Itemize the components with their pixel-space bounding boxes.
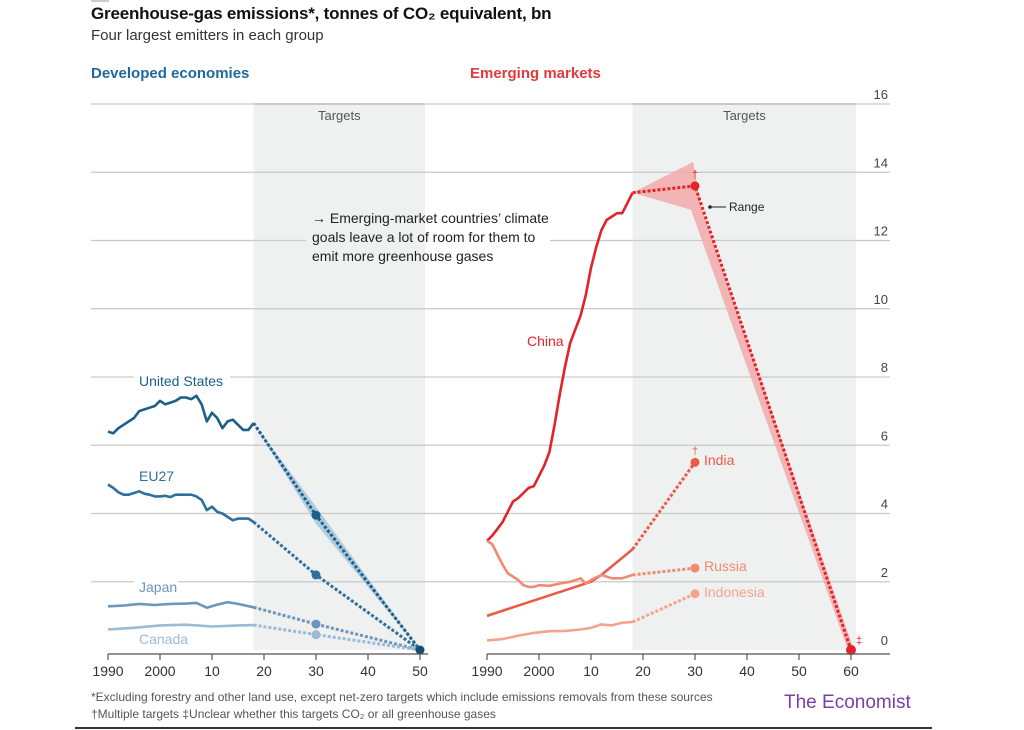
russia-label: Russia	[704, 558, 747, 574]
indonesia-2030-marker	[690, 589, 700, 599]
indonesia-label: Indonesia	[704, 584, 765, 600]
brand-logo: The Economist	[784, 692, 911, 713]
china-2060-footnote-mark: ‡	[856, 635, 862, 647]
eu27-label: EU27	[139, 468, 174, 484]
x-tick-label: 2000	[144, 663, 175, 679]
x-tick-label: 20	[256, 663, 272, 679]
japan-2030-marker	[311, 619, 321, 629]
x-tick-label: 10	[583, 663, 599, 679]
annotation-line-3: emit more greenhouse gases	[312, 248, 493, 264]
canada-2030-marker	[311, 630, 321, 640]
chart-subtitle: Four largest emitters in each group	[91, 27, 324, 44]
japan-label-bg	[134, 578, 178, 595]
china-history-line	[486, 192, 634, 542]
japan-target-line	[253, 605, 421, 652]
india-label: India	[704, 452, 735, 468]
y-tick-label: 2	[881, 565, 888, 580]
x-tick-label: 40	[360, 663, 376, 679]
y-tick-label: 4	[881, 497, 888, 512]
x-tick-label: 1990	[92, 663, 123, 679]
russia-target-line	[632, 566, 696, 577]
x-tick-label: 20	[635, 663, 651, 679]
targets-band-label: Targets	[318, 108, 361, 123]
axes: 0 2 4 6 8 10 12 14 16 1990 2000 10 20 30 40 50 1990 2000 1…	[92, 87, 890, 679]
dev-net-zero-marker	[415, 645, 425, 655]
targets-band-label: Targets	[723, 108, 766, 123]
japan-label: Japan	[139, 579, 177, 595]
us-2030-marker	[311, 510, 321, 520]
indonesia-target-line	[631, 592, 696, 624]
us-target-range	[253, 423, 420, 650]
x-tick-label: 50	[412, 663, 428, 679]
y-tick-label: 10	[874, 292, 888, 307]
footnote-1: *Excluding forestry and other land use, …	[91, 690, 713, 704]
y-tick-label: 16	[874, 87, 888, 102]
x-tick-label: 60	[843, 663, 859, 679]
series-labels: † ‡ † United States EU27 Japan Canada China Indi…	[134, 169, 862, 647]
top-decorative-rule	[91, 0, 109, 2]
x-tick-label: 30	[687, 663, 703, 679]
bottom-rule	[75, 727, 932, 729]
chart-title: Greenhouse-gas emissions*, tonnes of CO₂…	[91, 4, 552, 23]
india-history-line	[486, 548, 634, 618]
y-tick-label: 6	[881, 428, 888, 443]
india-2030-marker	[690, 457, 700, 467]
china-net-zero-marker	[846, 645, 856, 655]
us-label: United States	[139, 373, 223, 389]
canada-history-line	[107, 623, 254, 631]
annotation-gap-band	[306, 236, 425, 246]
y-tick-label: 0	[881, 633, 888, 648]
indonesia-history-line	[486, 620, 633, 642]
canada-label: Canada	[139, 631, 188, 647]
x-tick-label: 40	[739, 663, 755, 679]
japan-history-line	[107, 600, 254, 609]
y-tick-label: 12	[874, 224, 888, 239]
china-2030-footnote-mark: †	[692, 169, 698, 181]
x-tick-label: 2000	[523, 663, 554, 679]
series-lines	[107, 181, 856, 655]
india-target-line	[631, 461, 697, 551]
x-tick-label: 1990	[471, 663, 502, 679]
eu-history-line	[107, 483, 255, 524]
china-2030-marker	[690, 181, 700, 191]
canada-target-line	[253, 623, 421, 652]
annotation-gap-white	[425, 236, 550, 246]
russia-2030-marker	[690, 563, 700, 573]
us-history-line	[107, 394, 255, 435]
footnote-2: †Multiple targets ‡Unclear whether this …	[91, 707, 496, 721]
india-2030-footnote-mark: †	[692, 445, 698, 457]
annotation-line-1: → Emerging-market countries’ climate	[312, 210, 549, 226]
annotation: → Emerging-market countries’ climate goa…	[312, 210, 549, 264]
x-tick-label: 10	[204, 663, 220, 679]
panel-title-developed: Developed economies	[91, 65, 250, 82]
annotation-line-2: goals leave a lot of room for them to	[312, 229, 536, 245]
china-label: China	[527, 333, 564, 349]
russia-history-line	[486, 539, 634, 589]
y-tick-label: 8	[881, 360, 888, 375]
x-tick-label: 30	[308, 663, 324, 679]
target-ranges	[253, 162, 854, 650]
panel-title-emerging: Emerging markets	[470, 65, 601, 82]
eu-2030-marker	[311, 570, 321, 580]
range-label: Range	[729, 200, 765, 214]
us-label-bg	[134, 372, 230, 389]
china-target-range	[632, 162, 854, 650]
y-tick-label: 14	[874, 155, 888, 170]
eu-label-bg	[134, 467, 180, 484]
x-tick-label: 50	[791, 663, 807, 679]
